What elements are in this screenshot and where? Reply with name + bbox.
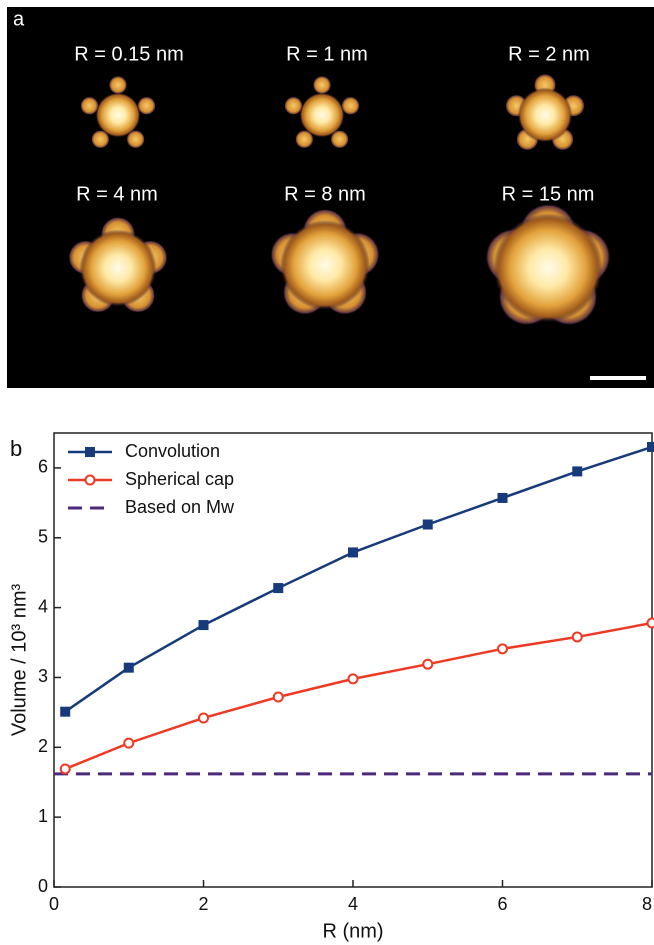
marker bbox=[61, 764, 70, 773]
image-label: R = 8 nm bbox=[284, 183, 366, 205]
lobe bbox=[109, 76, 127, 94]
x-tick-label: 0 bbox=[49, 894, 59, 914]
marker bbox=[60, 707, 70, 717]
marker bbox=[199, 620, 209, 630]
lobe bbox=[284, 97, 302, 115]
legend-label: Based on Mw bbox=[125, 497, 235, 517]
y-tick-label: 5 bbox=[38, 527, 48, 547]
y-tick-label: 2 bbox=[38, 736, 48, 756]
lobe bbox=[342, 97, 360, 115]
marker bbox=[199, 713, 208, 722]
y-axis-label: Volume / 10³ nm³ bbox=[8, 584, 30, 737]
marker bbox=[573, 632, 582, 641]
panel-label: a bbox=[13, 8, 25, 30]
marker bbox=[423, 660, 432, 669]
marker bbox=[348, 547, 358, 557]
marker bbox=[423, 519, 433, 529]
image-label: R = 4 nm bbox=[76, 183, 158, 205]
core bbox=[80, 230, 157, 307]
marker bbox=[498, 493, 508, 503]
legend-marker bbox=[85, 447, 95, 457]
legend-label: Spherical cap bbox=[125, 469, 234, 489]
y-tick-label: 6 bbox=[38, 457, 48, 477]
marker bbox=[572, 466, 582, 476]
legend-label: Convolution bbox=[125, 441, 220, 461]
panel-label: b bbox=[10, 436, 22, 461]
core bbox=[96, 93, 141, 138]
marker bbox=[273, 583, 283, 593]
core bbox=[494, 214, 603, 323]
x-tick-label: 4 bbox=[348, 894, 358, 914]
y-tick-label: 3 bbox=[38, 666, 48, 686]
legend-marker bbox=[86, 476, 95, 485]
lobe bbox=[313, 76, 331, 94]
marker bbox=[648, 618, 654, 627]
marker bbox=[498, 644, 507, 653]
marker bbox=[124, 663, 134, 673]
x-axis-label: R (nm) bbox=[322, 920, 383, 942]
marker bbox=[647, 442, 654, 452]
core bbox=[518, 88, 572, 142]
y-tick-label: 0 bbox=[38, 876, 48, 896]
series-line bbox=[65, 623, 652, 769]
x-tick-label: 2 bbox=[198, 894, 208, 914]
marker bbox=[349, 674, 358, 683]
image-label: R = 15 nm bbox=[502, 183, 595, 205]
lobe bbox=[80, 97, 98, 115]
marker bbox=[124, 739, 133, 748]
marker bbox=[274, 693, 283, 702]
y-tick-label: 1 bbox=[38, 806, 48, 826]
x-tick-label: 6 bbox=[497, 894, 507, 914]
image-label: R = 1 nm bbox=[286, 43, 368, 65]
scale-bar bbox=[590, 376, 646, 380]
core bbox=[280, 220, 370, 310]
image-label: R = 2 nm bbox=[508, 43, 590, 65]
figure: a R = 0.15 nm R = 1 nm R = 2 nm R = 4 nm… bbox=[0, 0, 654, 945]
core bbox=[300, 93, 345, 138]
y-tick-label: 4 bbox=[38, 596, 48, 616]
lobe bbox=[138, 97, 156, 115]
x-tick-label: 8 bbox=[642, 894, 652, 914]
image-label: R = 0.15 nm bbox=[74, 43, 184, 65]
